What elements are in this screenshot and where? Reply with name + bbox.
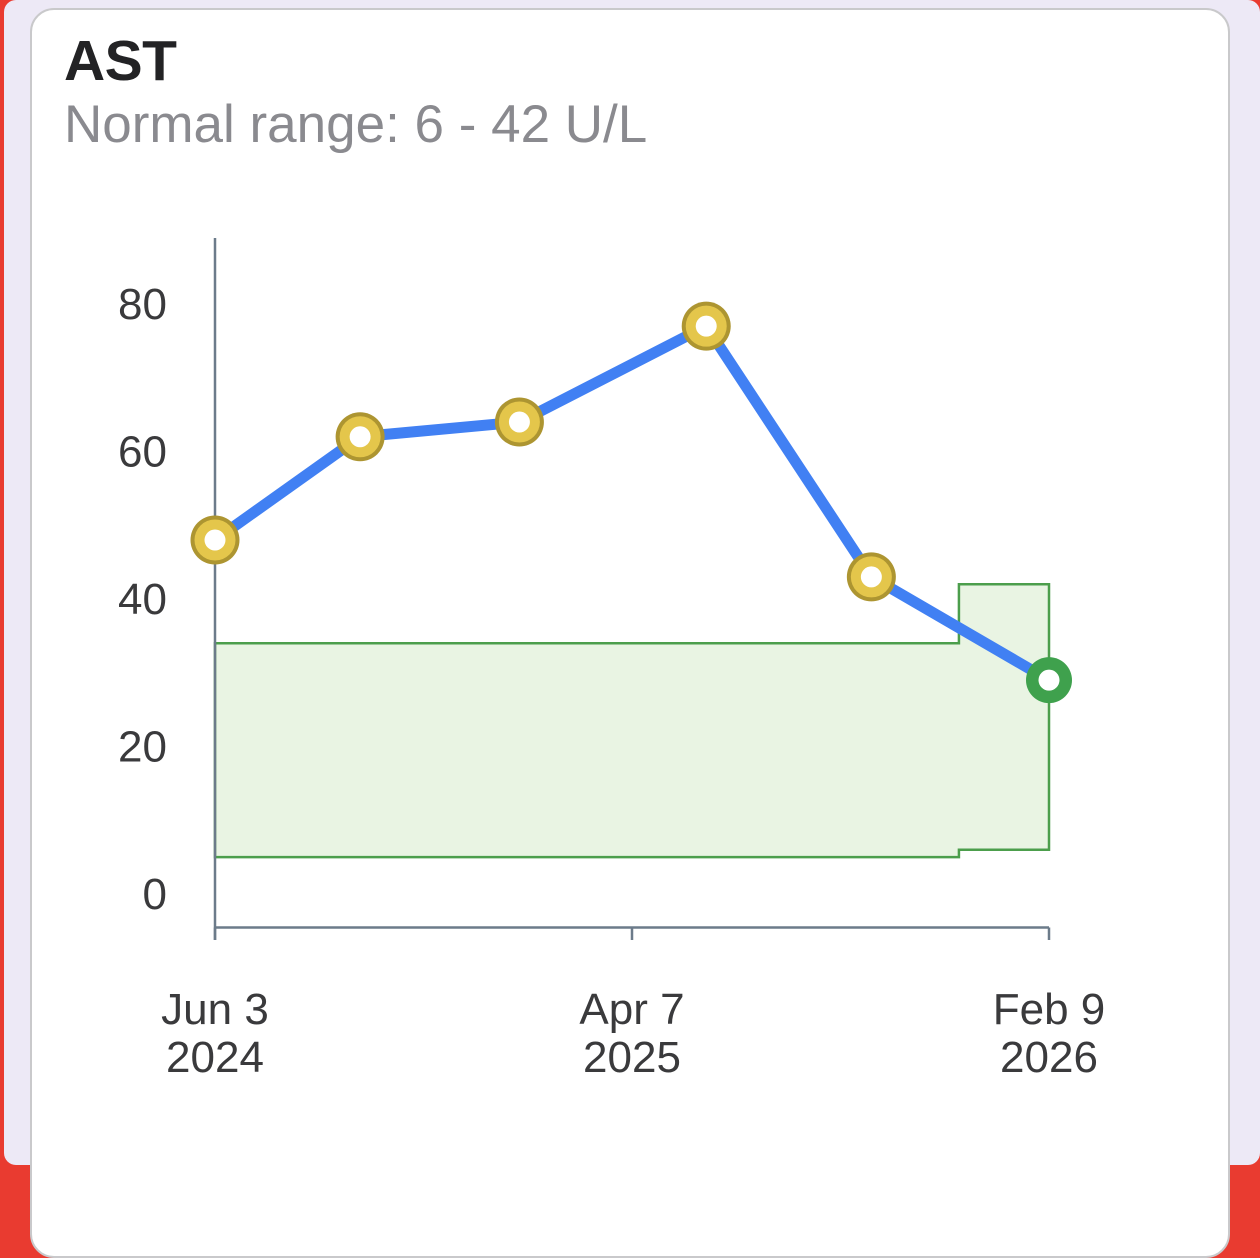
x-axis-tick-label: Jun 3 xyxy=(161,985,269,1034)
y-axis-tick-label: 40 xyxy=(118,575,167,624)
x-axis-tick-label: Feb 9 xyxy=(993,985,1106,1034)
data-point-marker-center xyxy=(349,426,371,448)
data-point-marker-center xyxy=(508,411,530,433)
y-axis-tick-label: 20 xyxy=(118,723,167,772)
y-axis-tick-label: 60 xyxy=(118,428,167,477)
card-title: AST xyxy=(64,29,177,93)
x-axis-tick-label: 2024 xyxy=(166,1033,264,1082)
data-point-marker-center xyxy=(860,566,882,588)
normal-range-subtitle: Normal range: 6 - 42 U/L xyxy=(64,95,648,154)
y-axis-tick-label: 80 xyxy=(118,280,167,329)
trend-line xyxy=(209,320,1055,686)
x-axis-tick-label: Apr 7 xyxy=(579,985,684,1034)
data-point-marker-center xyxy=(1038,669,1060,691)
data-point-marker-center xyxy=(204,529,226,551)
y-axis-tick-label: 0 xyxy=(143,870,167,919)
x-axis-tick-label: 2026 xyxy=(1000,1033,1098,1082)
data-point-marker-center xyxy=(695,315,717,337)
normal-range-band xyxy=(213,583,1051,859)
lab-result-card[interactable]: AST Normal range: 6 - 42 U/L 0 20 40 60 80 Ju… xyxy=(30,8,1230,1258)
x-axis-tick-label: 2025 xyxy=(583,1033,681,1082)
